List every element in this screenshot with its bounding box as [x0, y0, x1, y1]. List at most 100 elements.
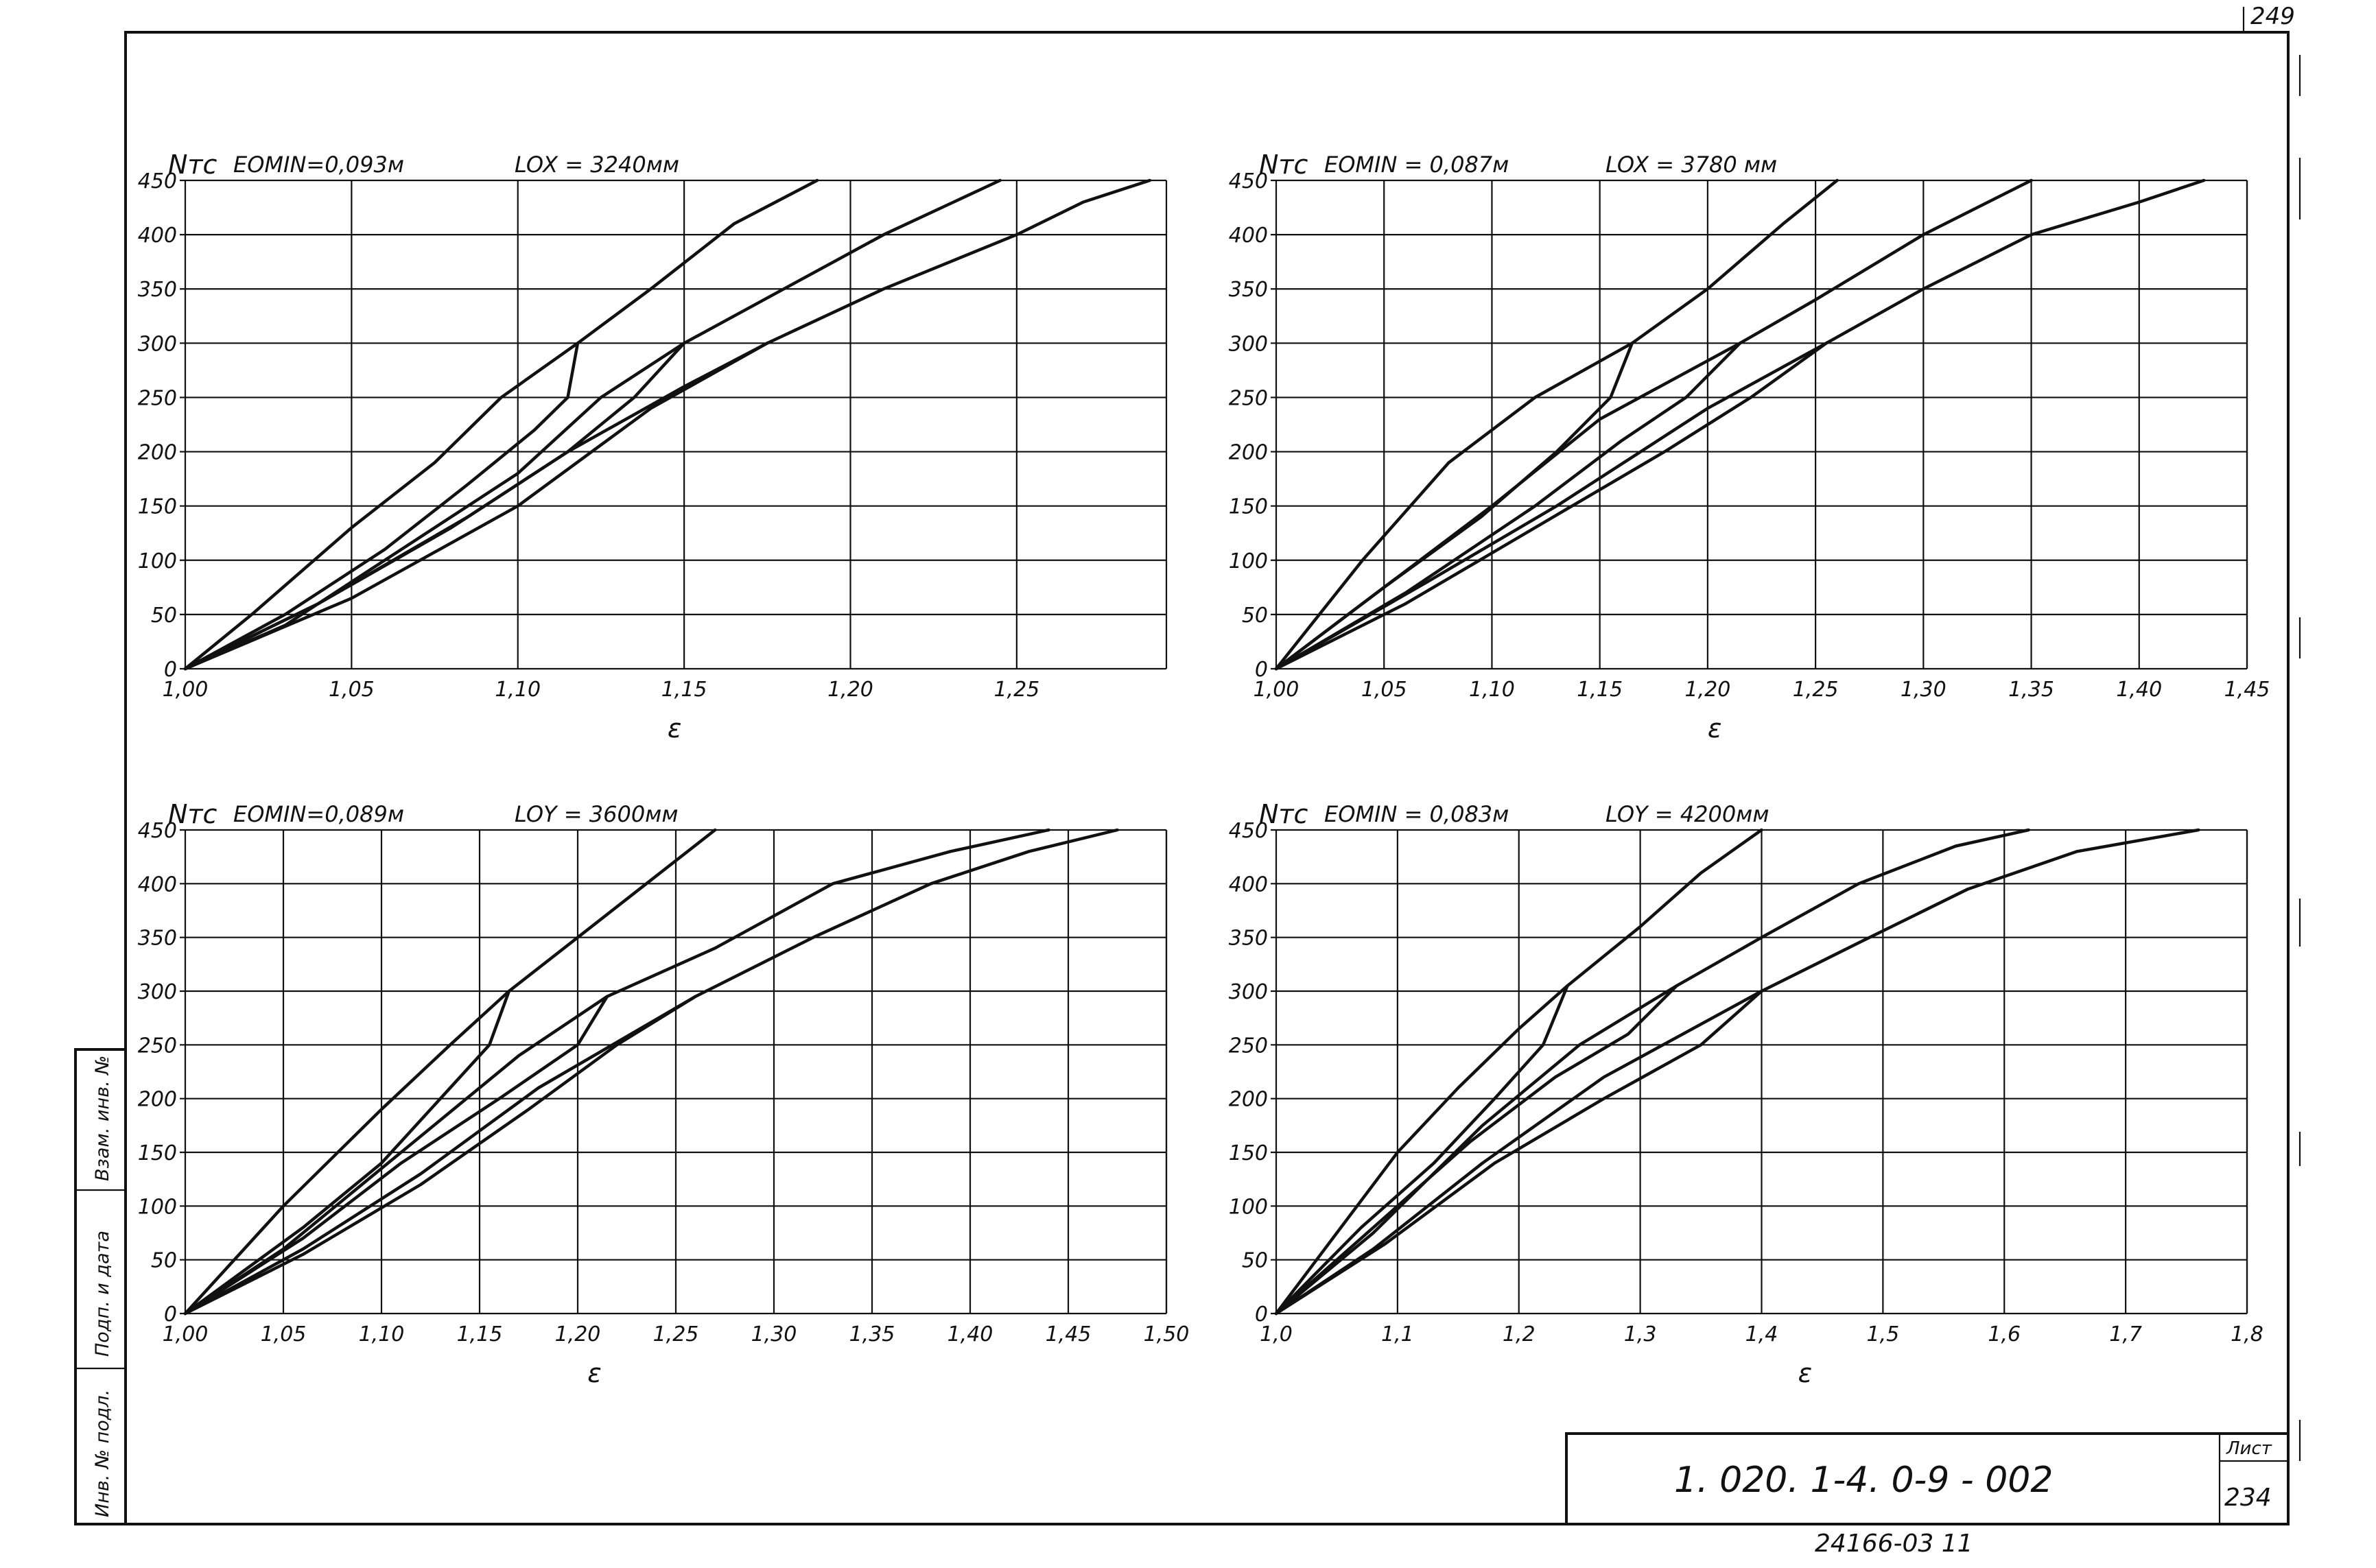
sheet-label: Лист [2226, 1438, 2272, 1459]
side-label-signature: Подп. и дата [92, 1231, 113, 1357]
chart-top-right-y-tick-label: 350 [1229, 278, 1268, 302]
chart-bottom-left-x-tick-label: 1,50 [1144, 1322, 1190, 1346]
chart-top-left-x-tick-label: 1,25 [993, 678, 1039, 702]
chart-bottom-left-y-tick-label: 150 [138, 1141, 177, 1165]
chart-bottom-right-y-tick-label: 200 [1229, 1088, 1268, 1112]
chart-bottom-left-x-tick-label: 1,10 [359, 1322, 405, 1346]
chart-bottom-left-y-tick-label: 200 [138, 1088, 177, 1112]
chart-bottom-left-y-tick-label: 100 [138, 1195, 177, 1219]
chart-bottom-left-x-tick-label: 1,30 [751, 1322, 797, 1346]
chart-top-right-x-tick-label: 1,20 [1684, 678, 1730, 702]
chart-top-left-series-6 [183, 342, 769, 671]
sheet-number: 234 [2224, 1484, 2272, 1512]
chart-top-left-y-tick-label: 100 [138, 549, 177, 573]
chart-bottom-right-y-tick-label: 0 [1255, 1303, 1268, 1327]
chart-top-right-y-tick-label: 250 [1229, 386, 1268, 410]
chart-top-right-y-axis-title: Nтс [1259, 150, 1308, 180]
chart-bottom-right-x-tick-label: 1,1 [1381, 1322, 1414, 1346]
chart-top-left-y-tick-label: 150 [138, 495, 177, 519]
title-block-box [1565, 1432, 2290, 1525]
chart-top-right-y-tick-label: 300 [1229, 332, 1268, 356]
chart-top-left: 1,00 1,05 1,10 1,15 1,20 1,25 0 50 100 150 200 250 3… [138, 150, 1168, 744]
chart-bottom-left-x-tick-label: 1,00 [163, 1322, 209, 1346]
chart-bottom-right-y-tick-label: 150 [1229, 1141, 1268, 1165]
chart-top-left-series-3 [183, 178, 1002, 671]
side-label-replacement: Взам. инв. № [92, 1056, 113, 1181]
sheet-frame [124, 31, 2290, 1525]
chart-bottom-left-x-tick-label: 1,40 [948, 1322, 993, 1346]
chart-bottom-right-x-tick-label: 1,2 [1503, 1322, 1536, 1346]
chart-top-right-y-tick-label: 50 [1242, 604, 1268, 628]
chart-bottom-left-x-tick-label: 1,20 [555, 1322, 601, 1346]
chart-bottom-right-series-1 [1274, 828, 1763, 1316]
chart-bottom-left-x-tick-label: 1,35 [849, 1322, 895, 1346]
chart-bottom-left-y-axis-title: Nтс [168, 799, 217, 829]
side-label-inventory: Инв. № подл. [92, 1390, 113, 1517]
chart-bottom-right-param-length: LOY = 4200мм [1605, 801, 1769, 827]
chart-top-right-param-length: LOX = 3780 мм [1605, 152, 1777, 178]
chart-bottom-right-y-tick-label: 350 [1229, 927, 1268, 951]
chart-top-right-series-5 [1274, 178, 2206, 671]
chart-top-left-y-tick-label: 0 [164, 658, 177, 682]
chart-top-left-y-tick-label: 450 [138, 169, 177, 193]
chart-top-left-x-tick-label: 1,15 [661, 678, 707, 702]
chart-bottom-right-series-6 [1274, 989, 1763, 1316]
chart-bottom-left-x-tick-label: 1,45 [1046, 1322, 1092, 1346]
chart-top-left-param-length: LOX = 3240мм [515, 152, 679, 178]
chart-bottom-right-x-tick-label: 1,6 [1988, 1322, 2021, 1346]
chart-bottom-right-y-tick-label: 100 [1229, 1195, 1268, 1219]
chart-top-right-param-eomin: EOMIN = 0,087м [1324, 152, 1509, 178]
chart-bottom-left-y-tick-label: 400 [138, 872, 177, 896]
chart-bottom-left-series-6 [183, 995, 697, 1316]
chart-top-left-x-tick-label: 1,05 [329, 678, 375, 702]
chart-bottom-right-y-tick-label: 250 [1229, 1034, 1268, 1058]
document-code: 1. 020. 1-4. 0-9 - 002 [1674, 1460, 2053, 1501]
chart-bottom-left-y-tick-label: 50 [151, 1249, 177, 1273]
chart-bottom-left-series-2 [183, 989, 511, 1316]
chart-top-right-x-tick-label: 1,35 [2008, 678, 2054, 702]
chart-bottom-right-x-tick-label: 1,3 [1624, 1322, 1657, 1346]
chart-bottom-left-x-tick-label: 1,15 [457, 1322, 503, 1346]
chart-bottom-left-x-axis-title: ε [587, 1358, 602, 1388]
chart-bottom-left-x-tick-label: 1,05 [261, 1322, 307, 1346]
chart-bottom-right-x-tick-label: 1,8 [2231, 1322, 2263, 1346]
chart-top-left-y-tick-label: 50 [151, 604, 177, 628]
chart-top-right-x-tick-label: 1,45 [2224, 678, 2270, 702]
chart-bottom-left-y-tick-label: 250 [138, 1034, 177, 1058]
chart-bottom-left-y-tick-label: 300 [138, 980, 177, 1004]
chart-bottom-right-y-tick-label: 50 [1242, 1249, 1268, 1273]
chart-bottom-right-x-tick-label: 1,7 [2109, 1322, 2142, 1346]
chart-top-right-y-tick-label: 450 [1229, 169, 1268, 193]
chart-bottom-right-y-axis-title: Nтс [1259, 799, 1308, 829]
chart-top-right-series-1 [1274, 178, 1839, 671]
chart-bottom-left-x-tick-label: 1,25 [653, 1322, 699, 1346]
chart-top-left-y-tick-label: 200 [138, 441, 177, 465]
chart-top-right-y-tick-label: 200 [1229, 441, 1268, 465]
chart-bottom-right-x-tick-label: 1,5 [1867, 1322, 1900, 1346]
chart-top-left-x-tick-label: 1,00 [163, 678, 209, 702]
chart-top-left-param-eomin: EOMIN=0,093м [233, 152, 404, 178]
chart-top-right-x-tick-label: 1,00 [1254, 678, 1299, 702]
chart-bottom-right-series-4 [1274, 984, 1678, 1316]
chart-top-left-y-tick-label: 250 [138, 386, 177, 410]
chart-bottom-right-y-tick-label: 300 [1229, 980, 1268, 1004]
chart-top-right-x-tick-label: 1,05 [1361, 678, 1407, 702]
bottom-number: 24166-03 11 [1815, 1530, 1973, 1558]
chart-bottom-right-x-tick-label: 1,4 [1745, 1322, 1778, 1346]
chart-top-left-y-tick-label: 400 [138, 224, 177, 248]
chart-bottom-right-y-tick-label: 450 [1229, 819, 1268, 843]
chart-top-right-y-tick-label: 400 [1229, 224, 1268, 248]
chart-bottom-right: 1,0 1,1 1,2 1,3 1,4 1,5 1,6 1,7 1,8 0 50 100 150 200 2… [1229, 799, 2263, 1388]
chart-top-left-y-tick-label: 350 [138, 278, 177, 302]
chart-top-right-x-axis-title: ε [1708, 713, 1722, 744]
chart-bottom-left-series-1 [183, 828, 717, 1316]
chart-top-left-y-tick-label: 300 [138, 332, 177, 356]
chart-top-left-x-axis-title: ε [668, 713, 682, 744]
title-block: 1. 020. 1-4. 0-9 - 002 Лист 234 [1565, 1432, 2290, 1525]
chart-top-right-series-3 [1274, 178, 2033, 671]
corner-number: 249 [2250, 3, 2295, 30]
chart-top-right-x-tick-label: 1,25 [1793, 678, 1839, 702]
chart-bottom-right-x-axis-title: ε [1798, 1358, 1813, 1388]
chart-bottom-right-series-5 [1274, 828, 2200, 1316]
